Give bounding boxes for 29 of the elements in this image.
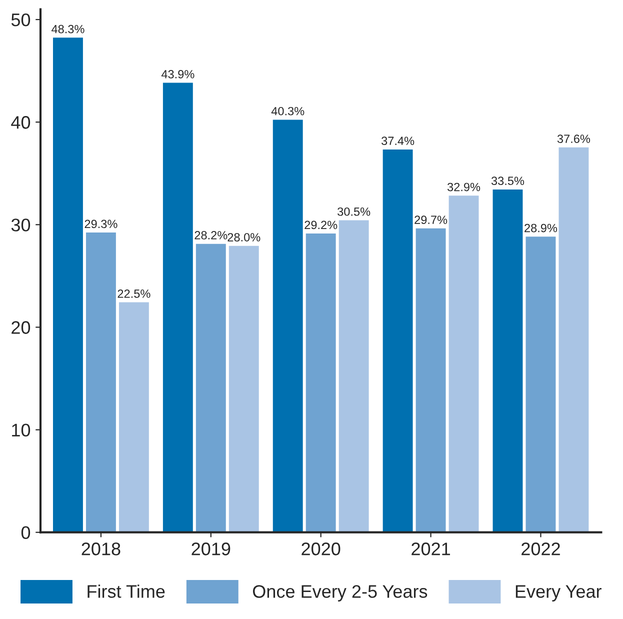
data-label: 37.4% [382, 136, 414, 146]
y-tick-label: 20 [12, 321, 30, 334]
x-tick-label: 2018 [82, 542, 120, 556]
y-tick-label: 0 [21, 526, 30, 540]
data-label: 28.2% [194, 231, 228, 240]
data-label: 32.9% [447, 182, 480, 192]
y-tick-label: 50 [11, 13, 30, 26]
y-tick-label: 40 [11, 116, 30, 129]
data-label: 22.5% [118, 290, 150, 298]
data-label: 33.5% [491, 176, 524, 186]
y-tick-label: 10 [12, 424, 30, 436]
legend-label: Every Year [516, 585, 602, 602]
x-tick-label: 2021 [412, 542, 450, 556]
data-label: 29.7% [414, 216, 448, 224]
data-label: 29.2% [304, 220, 338, 230]
data-label: 40.3% [271, 106, 304, 116]
data-label: 28.0% [228, 233, 260, 242]
legend-label: Once Every 2-5 Years [252, 585, 428, 602]
x-tick-label: 2022 [522, 542, 560, 556]
data-label: 30.5% [338, 207, 370, 216]
data-label: 28.9% [524, 224, 558, 232]
y-tick-label: 30 [11, 218, 30, 232]
x-tick-label: 2019 [192, 542, 230, 556]
data-label: 43.9% [161, 70, 194, 78]
legend-label: First Time [88, 584, 165, 598]
data-label: 29.3% [84, 220, 118, 228]
x-tick-label: 2020 [302, 542, 340, 556]
data-label: 48.3% [52, 24, 84, 34]
data-label: 37.6% [557, 134, 590, 143]
